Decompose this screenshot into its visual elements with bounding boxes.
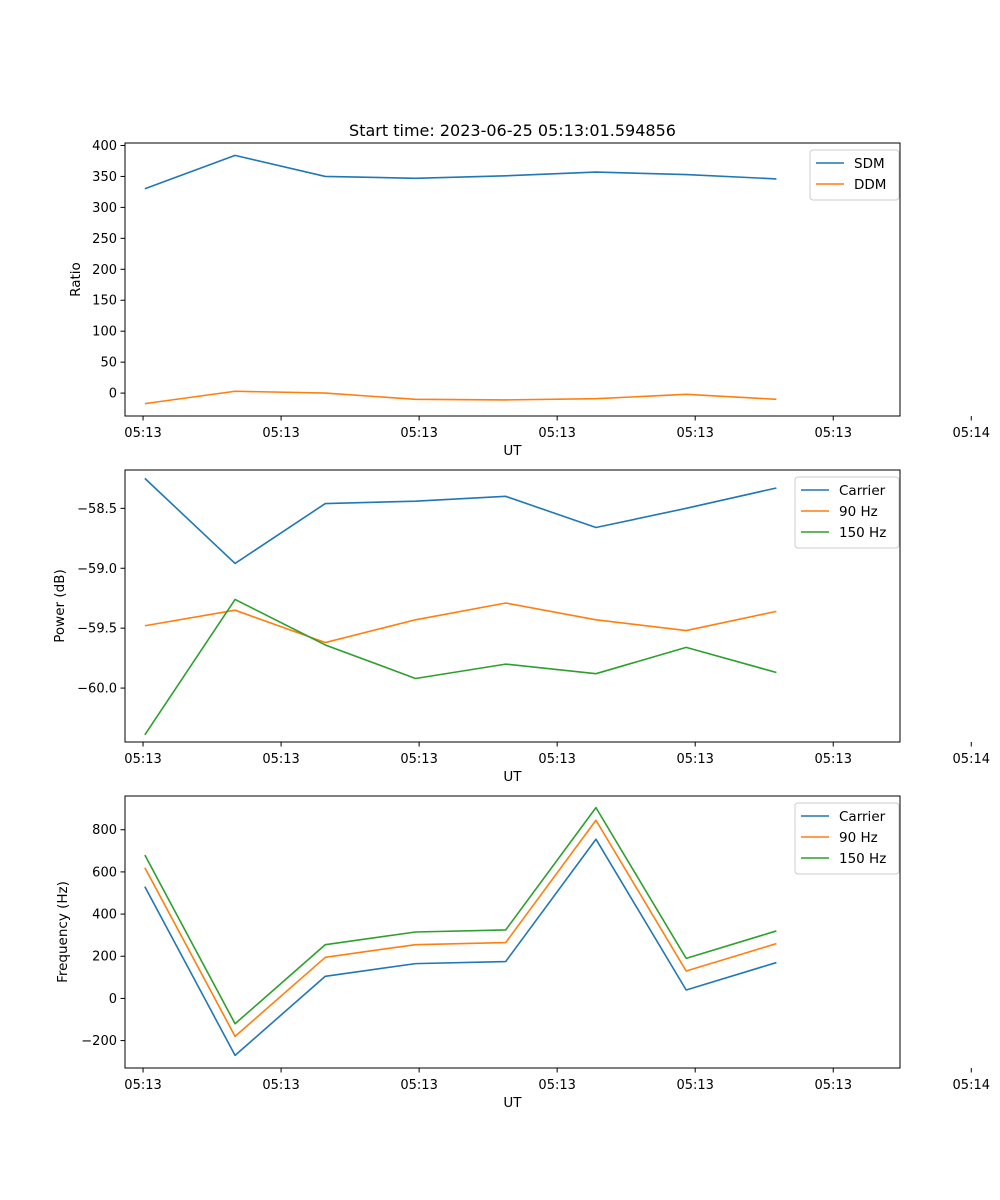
y-tick-label: −59.0 [77, 562, 117, 577]
y-tick-label: 800 [92, 823, 117, 838]
x-tick-label: 05:13 [124, 1078, 161, 1093]
y-tick-label: 300 [92, 201, 117, 216]
y-tick-label: 200 [92, 263, 117, 278]
x-tick-label: 05:13 [262, 1078, 299, 1093]
series-line-90-hz [144, 602, 777, 644]
y-tick-label: −60.0 [77, 682, 117, 697]
series-line-carrier [144, 477, 777, 565]
x-tick-label: 05:13 [676, 1078, 713, 1093]
series-line-carrier [144, 838, 777, 1057]
legend-label: 90 Hz [839, 830, 878, 846]
legend-label: DDM [854, 177, 886, 193]
x-tick-label: 05:13 [124, 752, 161, 767]
legend-label: 150 Hz [839, 851, 886, 867]
series-line-sdm [144, 154, 777, 190]
y-tick-label: 0 [109, 387, 117, 402]
x-tick-label: 05:13 [815, 1078, 852, 1093]
x-tick-label: 05:13 [815, 752, 852, 767]
series-line-150-hz [144, 806, 777, 1025]
y-tick-label: 200 [92, 950, 117, 965]
legend-box [794, 476, 900, 549]
y-axis-label: Frequency (Hz) [55, 881, 71, 983]
x-tick-label: 05:13 [124, 426, 161, 441]
legend-label: 150 Hz [839, 525, 886, 541]
x-tick-label: 05:13 [262, 426, 299, 441]
legend-label: Carrier [839, 483, 886, 499]
chart-panel-3: 05:13 05:13 05:13 05:13 05:13 05:13 05:14 −200 0… [55, 795, 990, 1111]
series-line-90-hz [144, 819, 777, 1038]
series-line-150-hz [144, 598, 777, 736]
chart-panel-1: Start time: 2023-06-25 05:13:01.59485605… [68, 121, 990, 459]
y-tick-label: 100 [92, 325, 117, 340]
y-tick-label: −200 [81, 1034, 117, 1049]
x-tick-label: 05:13 [538, 1078, 575, 1093]
y-tick-label: 600 [92, 865, 117, 880]
x-tick-label: 05:13 [676, 426, 713, 441]
y-tick-label: 400 [92, 908, 117, 923]
plot-frame [124, 795, 901, 1069]
y-tick-label: 0 [109, 992, 117, 1007]
x-tick-label: 05:13 [538, 426, 575, 441]
y-tick-label: 250 [92, 232, 117, 247]
x-tick-label: 05:14 [953, 426, 990, 441]
x-tick-label: 05:13 [400, 752, 437, 767]
chart-title: Start time: 2023-06-25 05:13:01.594856 [349, 121, 676, 140]
x-tick-label: 05:13 [262, 752, 299, 767]
series-line-ddm [144, 390, 777, 405]
plot-frame [124, 469, 901, 743]
legend-box [794, 802, 900, 875]
legend: SDM DDM [809, 149, 900, 201]
x-tick-label: 05:13 [815, 426, 852, 441]
x-tick-label: 05:14 [953, 752, 990, 767]
x-tick-label: 05:14 [953, 1078, 990, 1093]
y-tick-label: −58.5 [77, 502, 117, 517]
x-tick-label: 05:13 [676, 752, 713, 767]
legend-label: 90 Hz [839, 504, 878, 520]
chart-panel-2: 05:13 05:13 05:13 05:13 05:13 05:13 05:14 −60.0… [52, 469, 990, 785]
x-axis-label: UT [503, 769, 522, 785]
y-tick-label: 400 [92, 139, 117, 154]
x-axis-label: UT [503, 1095, 522, 1111]
legend-label: Carrier [839, 809, 886, 825]
y-tick-label: 50 [100, 356, 117, 371]
x-tick-label: 05:13 [400, 426, 437, 441]
y-axis-label: Ratio [68, 262, 84, 297]
x-tick-label: 05:13 [538, 752, 575, 767]
legend: Carrier 90 Hz 150 Hz [794, 802, 900, 875]
x-axis-label: UT [503, 443, 522, 459]
y-tick-label: 150 [92, 294, 117, 309]
plot-frame [124, 142, 901, 417]
y-tick-label: −59.5 [77, 622, 117, 637]
legend-label: SDM [854, 156, 885, 172]
y-tick-label: 350 [92, 170, 117, 185]
legend: Carrier 90 Hz 150 Hz [794, 476, 900, 549]
x-tick-label: 05:13 [400, 1078, 437, 1093]
y-axis-label: Power (dB) [52, 569, 68, 642]
